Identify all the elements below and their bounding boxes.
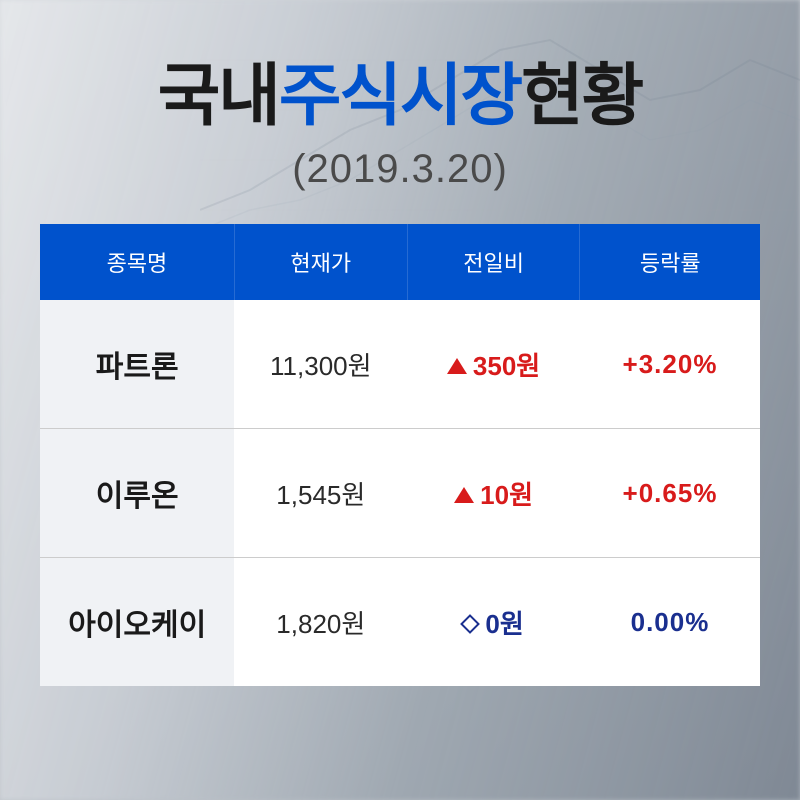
stock-price: 11,300원 bbox=[234, 300, 407, 429]
stock-rate: +0.65% bbox=[580, 429, 760, 558]
date-subtitle: (2019.3.20) bbox=[0, 147, 800, 192]
title-part2: 현황 bbox=[521, 58, 642, 134]
stock-change: 0원 bbox=[407, 558, 580, 687]
change-value: 350원 bbox=[473, 351, 540, 381]
change-value: 10원 bbox=[480, 480, 533, 510]
header: 국내주식시장현황 (2019.3.20) bbox=[0, 0, 800, 192]
col-header-rate: 등락률 bbox=[580, 224, 760, 300]
table-header-row: 종목명 현재가 전일비 등락률 bbox=[40, 224, 760, 300]
table-row: 이루온1,545원 10원 +0.65% bbox=[40, 429, 760, 558]
page-title: 국내주식시장현황 bbox=[0, 40, 800, 139]
stock-price: 1,545원 bbox=[234, 429, 407, 558]
stock-name: 이루온 bbox=[40, 429, 234, 558]
change-value: 0원 bbox=[485, 609, 523, 639]
stock-name: 파트론 bbox=[40, 300, 234, 429]
triangle-up-icon bbox=[447, 358, 467, 374]
title-highlight: 주식시장 bbox=[279, 58, 521, 134]
stock-rate: 0.00% bbox=[580, 558, 760, 687]
stock-change: 10원 bbox=[407, 429, 580, 558]
table-body: 파트론11,300원350원+3.20%이루온1,545원10원+0.65%아이… bbox=[40, 300, 760, 686]
col-header-name: 종목명 bbox=[40, 224, 234, 300]
col-header-change: 전일비 bbox=[407, 224, 580, 300]
stock-name: 아이오케이 bbox=[40, 558, 234, 687]
table-row: 파트론11,300원 350원 +3.20% bbox=[40, 300, 760, 429]
diamond-icon bbox=[460, 614, 480, 634]
table-row: 아이오케이1,820원 0원 0.00% bbox=[40, 558, 760, 687]
stock-change: 350원 bbox=[407, 300, 580, 429]
triangle-up-icon bbox=[454, 487, 474, 503]
stock-rate: +3.20% bbox=[580, 300, 760, 429]
stock-table-container: 종목명 현재가 전일비 등락률 파트론11,300원350원+3.20%이루온1… bbox=[40, 224, 760, 686]
stock-price: 1,820원 bbox=[234, 558, 407, 687]
title-part1: 국내 bbox=[158, 58, 279, 134]
stock-table: 종목명 현재가 전일비 등락률 파트론11,300원350원+3.20%이루온1… bbox=[40, 224, 760, 686]
col-header-price: 현재가 bbox=[234, 224, 407, 300]
